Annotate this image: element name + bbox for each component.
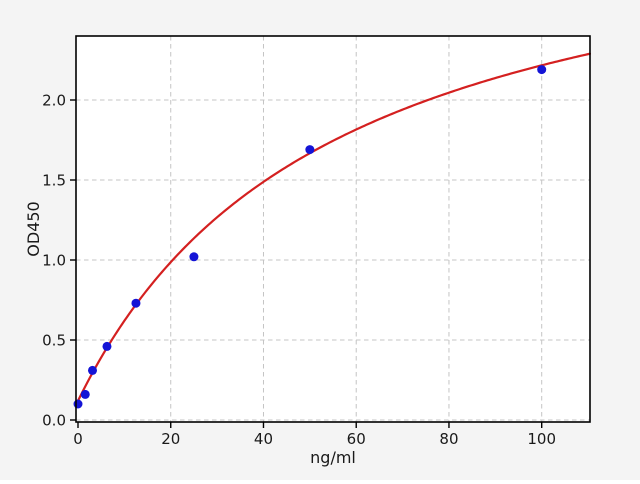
- x-tick-label: 100: [527, 430, 556, 448]
- x-axis-label: ng/ml: [310, 448, 356, 467]
- y-tick-label: 1.5: [42, 172, 66, 190]
- y-axis-label: OD450: [24, 201, 43, 256]
- data-point: [537, 65, 547, 75]
- data-point: [305, 145, 315, 155]
- x-tick-label: 20: [161, 430, 180, 448]
- x-tick-label: 60: [347, 430, 366, 448]
- data-point: [87, 365, 97, 375]
- x-tick-label: 80: [439, 430, 458, 448]
- y-tick-label: 2.0: [42, 92, 66, 110]
- y-tick-label: 0.5: [42, 332, 66, 350]
- data-point: [131, 298, 141, 308]
- x-tick-label: 0: [73, 430, 83, 448]
- y-tick-label: 0.0: [42, 412, 66, 430]
- data-point: [80, 389, 90, 399]
- data-point: [73, 399, 83, 409]
- y-tick-label: 1.0: [42, 252, 66, 270]
- plot-border: [75, 35, 591, 423]
- plot-area: [76, 36, 590, 422]
- x-tick-label: 40: [254, 430, 273, 448]
- data-point: [189, 252, 199, 262]
- fit-curve: [76, 52, 592, 402]
- data-point: [102, 341, 112, 351]
